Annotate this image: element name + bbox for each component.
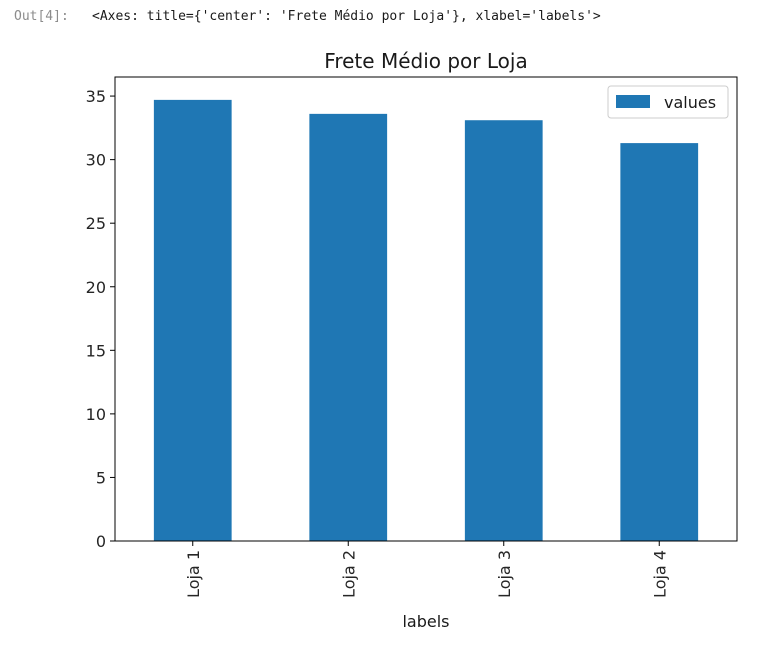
bar-loja-3 <box>464 120 543 541</box>
y-tick-label: 25 <box>86 214 106 233</box>
y-tick-label: 35 <box>86 87 106 106</box>
bar-loja-1 <box>153 99 232 541</box>
y-tick-label: 5 <box>96 468 106 487</box>
x-tick-label: Loja 2 <box>339 550 358 598</box>
legend: values <box>607 85 729 119</box>
x-axis-label: labels <box>402 612 449 631</box>
y-tick-label: 0 <box>96 532 106 551</box>
y-tick-label: 30 <box>86 151 106 170</box>
legend-box <box>607 85 729 119</box>
legend-label: values <box>664 93 716 112</box>
legend-swatch <box>616 95 650 108</box>
y-tick-label: 20 <box>86 278 106 297</box>
x-tick-label: Loja 1 <box>184 550 203 598</box>
output-repr-text: <Axes: title={'center': 'Frete Médio por… <box>92 9 601 24</box>
output-prompt: Out[4]: <box>14 9 69 24</box>
x-tick-label: Loja 4 <box>650 550 669 598</box>
bars-layer <box>153 99 699 541</box>
y-axis: 0 5 10 15 20 25 30 35 <box>86 87 115 551</box>
y-tick-label: 15 <box>86 341 106 360</box>
x-axis: Loja 1 Loja 2 Loja 3 Loja 4 <box>184 541 669 598</box>
axes-frame <box>114 76 738 542</box>
bar-loja-2 <box>309 113 388 541</box>
bar-loja-4 <box>620 143 699 541</box>
x-tick-label: Loja 3 <box>495 550 514 598</box>
y-tick-label: 10 <box>86 405 106 424</box>
chart-title: Frete Médio por Loja <box>324 49 527 73</box>
